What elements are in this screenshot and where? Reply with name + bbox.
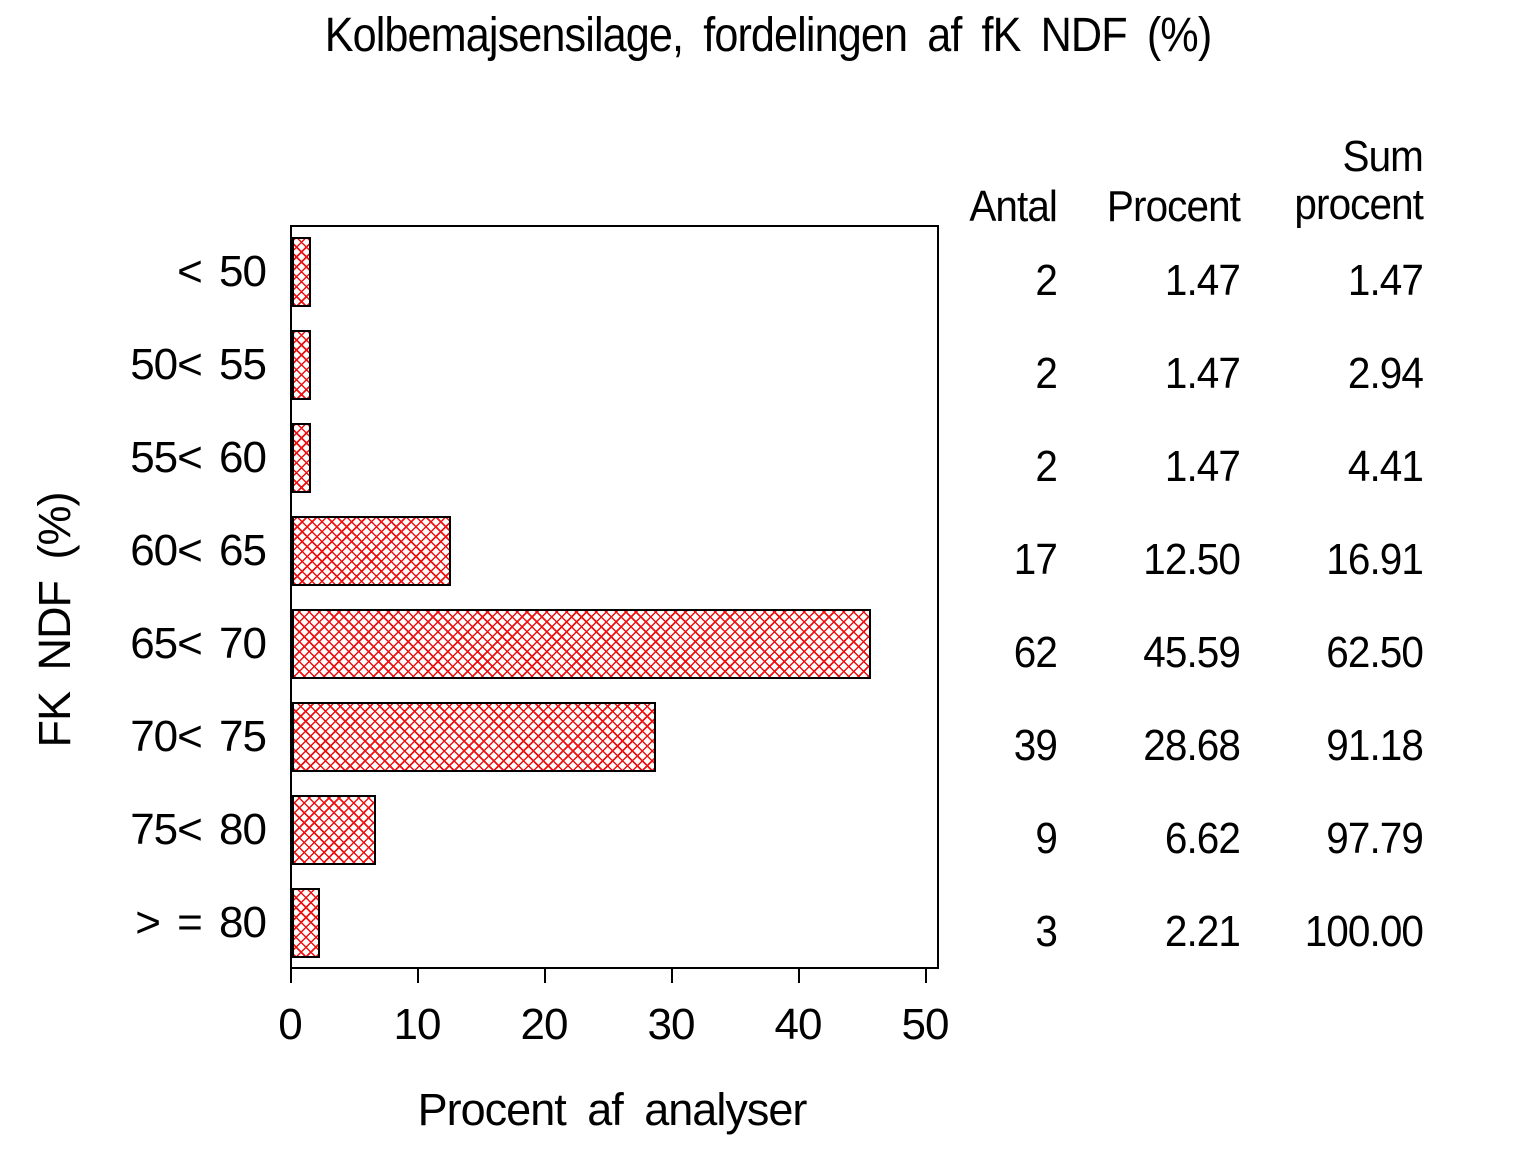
x-tick-label: 50 (901, 1000, 950, 1049)
x-axis-title: Procent af analyser (417, 1084, 808, 1135)
table-cell-antal: 2 (1035, 348, 1058, 398)
table-cell-antal: 17 (1013, 534, 1058, 584)
x-tick (290, 969, 292, 983)
bar (292, 422, 311, 493)
table-cell-sum-procent: 62.50 (1326, 627, 1424, 677)
x-tick-label: 40 (774, 1000, 823, 1049)
bar (292, 794, 376, 865)
table-cell-sum-procent: 4.41 (1347, 441, 1424, 491)
table-cell-procent: 1.47 (1164, 255, 1241, 305)
table-cell-antal: 62 (1013, 627, 1058, 677)
table-cell-sum-procent: 1.47 (1347, 255, 1424, 305)
x-tick (925, 969, 927, 983)
table-cell-antal: 39 (1013, 720, 1058, 770)
table-cell-antal: 2 (1035, 255, 1058, 305)
chart-title: Kolbemajsensilage, fordelingen af fK NDF… (324, 9, 1213, 62)
bar (292, 236, 311, 307)
table-cell-procent: 28.68 (1143, 720, 1241, 770)
x-tick (417, 969, 419, 983)
x-tick (544, 969, 546, 983)
table-cell-procent: 1.47 (1164, 441, 1241, 491)
plot-area (290, 225, 939, 969)
x-tick-label: 10 (393, 1000, 442, 1049)
y-axis-title: FK NDF (%) (29, 492, 80, 748)
table-cell-sum-procent: 2.94 (1347, 348, 1424, 398)
category-label: 65< 70 (130, 618, 267, 668)
x-tick (671, 969, 673, 983)
bar (292, 608, 871, 679)
table-cell-procent: 6.62 (1164, 813, 1241, 863)
category-label: 75< 80 (130, 804, 267, 854)
table-cell-procent: 45.59 (1143, 627, 1241, 677)
table-cell-antal: 2 (1035, 441, 1058, 491)
table-header-sum-line1: Sum (1342, 132, 1424, 181)
table-cell-procent: 1.47 (1164, 348, 1241, 398)
bar (292, 515, 451, 586)
table-cell-sum-procent: 91.18 (1326, 720, 1424, 770)
table-header-sum-line2: procent (1294, 180, 1424, 229)
bar (292, 701, 656, 772)
table-header-procent: Procent (1106, 182, 1241, 231)
category-label: < 50 (177, 246, 267, 296)
bar (292, 887, 320, 958)
table-header-sum-procent: Sum procent (1239, 132, 1424, 229)
category-label: 55< 60 (130, 432, 267, 482)
table-cell-antal: 9 (1035, 813, 1058, 863)
x-tick-label: 30 (647, 1000, 696, 1049)
table-cell-procent: 12.50 (1143, 534, 1241, 584)
category-label: > = 80 (135, 897, 267, 947)
x-tick (798, 969, 800, 983)
table-cell-procent: 2.21 (1164, 906, 1241, 956)
x-tick-label: 0 (278, 1000, 302, 1049)
table-header-antal: Antal (969, 182, 1058, 231)
table-cell-antal: 3 (1035, 906, 1058, 956)
table-cell-sum-procent: 100.00 (1304, 906, 1424, 956)
x-tick-label: 20 (520, 1000, 569, 1049)
category-label: 60< 65 (130, 525, 267, 575)
category-label: 70< 75 (130, 711, 267, 761)
bar (292, 329, 311, 400)
table-cell-sum-procent: 16.91 (1326, 534, 1424, 584)
category-label: 50< 55 (130, 339, 267, 389)
table-cell-sum-procent: 97.79 (1326, 813, 1424, 863)
